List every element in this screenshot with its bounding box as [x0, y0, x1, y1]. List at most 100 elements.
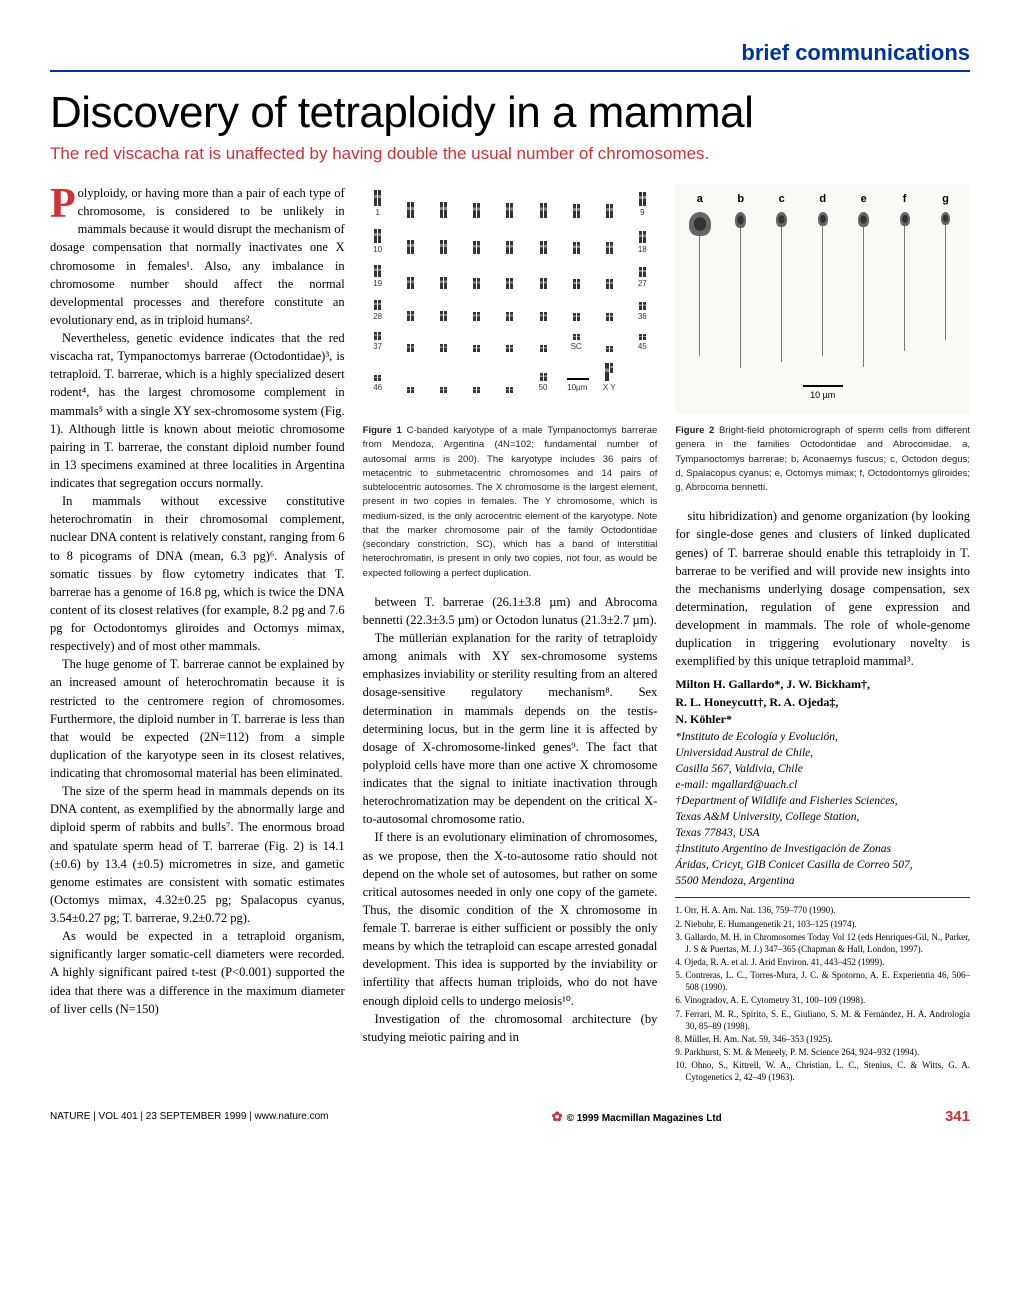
affiliations: *Instituto de Ecología y Evolución,Unive… — [675, 729, 970, 890]
chromosome-pair — [501, 312, 519, 322]
sperm-tail — [822, 226, 823, 356]
chromosome-pair — [567, 242, 585, 255]
chromosome-pair — [501, 278, 519, 290]
figure-1: 1910181927283637SC45465010µmX Y — [363, 184, 658, 414]
footer-copyright: ✿© 1999 Macmillan Magazines Ltd — [552, 1109, 722, 1125]
article-columns: Polyploidy, or having more than a pair o… — [50, 184, 970, 1084]
column-3: abcdefg 10 µm Figure 2 Bright-field phot… — [675, 184, 970, 1084]
reference-item: 8. Müller, H. Am. Nat. 59, 346–353 (1925… — [675, 1033, 970, 1045]
sperm-cell: d — [802, 192, 843, 356]
affiliation-line: ‡Instituto Argentino de Investigación de… — [675, 841, 970, 857]
article-title: Discovery of tetraploidy in a mammal — [50, 88, 970, 138]
authors: Milton H. Gallardo*, J. W. Bickham†, R. … — [675, 676, 970, 728]
references: 1. Orr, H. A. Am. Nat. 136, 759–770 (199… — [675, 897, 970, 1083]
affiliation-line: 5500 Mendoza, Argentina — [675, 873, 970, 889]
sperm-cell: f — [884, 192, 925, 351]
reference-item: 4. Ojeda, R. A. et al. J. Arid Environ. … — [675, 956, 970, 968]
sperm-label: e — [861, 192, 867, 208]
dropcap: P — [50, 184, 78, 222]
sperm-tail — [781, 227, 782, 362]
para-1-text: olyploidy, or having more than a pair of… — [50, 186, 345, 327]
sperm-cell: a — [679, 192, 720, 356]
chromosome-pair — [567, 313, 585, 322]
affiliation-line: Universidad Austral de Chile, — [675, 745, 970, 761]
sperm-tail — [863, 227, 864, 367]
chromosome-pair — [402, 387, 420, 394]
figure-1-karyotype: 1910181927283637SC45465010µmX Y — [363, 184, 658, 414]
affiliation-line: Texas 77843, USA — [675, 825, 970, 841]
sperm-head — [941, 212, 950, 225]
col3-para-1: situ hibridization) and genome organizat… — [675, 507, 970, 670]
chromosome-pair: 18 — [633, 231, 651, 256]
reference-item: 9. Parkhurst, S. M. & Meneely, P. M. Sci… — [675, 1046, 970, 1058]
scalebar-label: 10 µm — [810, 390, 835, 400]
sperm-label: b — [737, 192, 744, 208]
col2-para-1: between T. barrerae (26.1±3.8 µm) and Ab… — [363, 593, 658, 629]
sperm-label: g — [942, 192, 949, 208]
chromosome-pair — [501, 203, 519, 219]
chromosome-pair — [567, 279, 585, 290]
chromosome-pair — [501, 345, 519, 353]
para-6: As would be expected in a tetraploid org… — [50, 927, 345, 1018]
reference-item: 3. Gallardo, M. H. in Chromosomes Today … — [675, 931, 970, 955]
figure-2-caption-text: Bright-field photomicrograph of sperm ce… — [675, 425, 970, 493]
chromosome-pair — [435, 387, 453, 394]
sperm-label: a — [697, 192, 703, 208]
chromosome-pair: 1 — [369, 190, 387, 219]
figure-2: abcdefg 10 µm — [675, 184, 970, 414]
para-5: The size of the sperm head in mammals de… — [50, 782, 345, 927]
chromosome-pair: SC — [567, 334, 585, 353]
chromosome-pair: 37 — [369, 332, 387, 353]
chromosome-pair — [534, 345, 552, 353]
chromosome-pair — [468, 203, 486, 219]
reference-item: 6. Vinogradov, A. E. Cytometry 31, 100–1… — [675, 994, 970, 1006]
chromosome-pair — [501, 387, 519, 394]
para-2: Nevertheless, genetic evidence indicates… — [50, 329, 345, 492]
sperm-cell: g — [925, 192, 966, 340]
reference-item: 1. Orr, H. A. Am. Nat. 136, 759–770 (199… — [675, 904, 970, 916]
chromosome-pair: 50 — [534, 373, 552, 394]
chromosome-pair — [435, 202, 453, 219]
chromosome-pair — [468, 387, 486, 394]
reference-item: 7. Ferrari, M. R., Spirito, S. E., Giuli… — [675, 1008, 970, 1032]
footer-pagenum: 341 — [945, 1108, 970, 1125]
karyotype-row: 1018 — [369, 229, 652, 256]
sperm-tail — [740, 228, 741, 368]
chromosome-pair — [501, 241, 519, 255]
chromosome-pair: 9 — [633, 192, 651, 219]
chromosome-pair — [468, 312, 486, 322]
chromosome-pair — [468, 241, 486, 255]
footer-center-text: © 1999 Macmillan Magazines Ltd — [567, 1113, 722, 1124]
col2-para-3: If there is an evolutionary elimination … — [363, 828, 658, 1009]
sperm-tail — [945, 225, 946, 340]
chromosome-pair — [402, 202, 420, 219]
sperm-head — [735, 212, 746, 228]
footer-left: NATURE | VOL 401 | 23 SEPTEMBER 1999 | w… — [50, 1111, 328, 1122]
page-footer: NATURE | VOL 401 | 23 SEPTEMBER 1999 | w… — [50, 1108, 970, 1125]
sperm-cell: b — [720, 192, 761, 368]
karyotype-row: 1927 — [369, 265, 652, 290]
chromosome-pair — [468, 278, 486, 290]
chromosome-pair — [600, 242, 618, 255]
column-1: Polyploidy, or having more than a pair o… — [50, 184, 345, 1084]
chromosome-pair: 46 — [369, 375, 387, 394]
figure-1-caption: Figure 1 C-banded karyotype of a male Ty… — [363, 424, 658, 581]
affiliation-line: e-mail: mgallard@uach.cl — [675, 777, 970, 793]
reference-item: 2. Niebuhr, E. Humangenetik 21, 103–125 … — [675, 918, 970, 930]
affiliation-line: *Instituto de Ecología y Evolución, — [675, 729, 970, 745]
reference-item: 10. Ohno, S., Kittrell, W. A., Christian… — [675, 1059, 970, 1083]
chromosome-pair: 28 — [369, 300, 387, 323]
chromosome-pair: 45 — [633, 334, 651, 353]
chromosome-pair: 27 — [633, 267, 651, 290]
chromosome-pair — [402, 277, 420, 290]
figure-2-caption: Figure 2 Bright-field photomicrograph of… — [675, 424, 970, 495]
chromosome-pair — [435, 311, 453, 322]
figure-2-sperm: abcdefg 10 µm — [675, 184, 970, 414]
col2-para-2: The müllerian explanation for the rarity… — [363, 629, 658, 828]
affiliation-line: Texas A&M University, College Station, — [675, 809, 970, 825]
chromosome-pair — [402, 311, 420, 322]
karyotype-row: 465010µmX Y — [369, 363, 652, 394]
authors-line-3: N. Köhler* — [675, 711, 970, 728]
chromosome-pair: 10µm — [567, 378, 585, 394]
chromosome-pair — [534, 203, 552, 219]
